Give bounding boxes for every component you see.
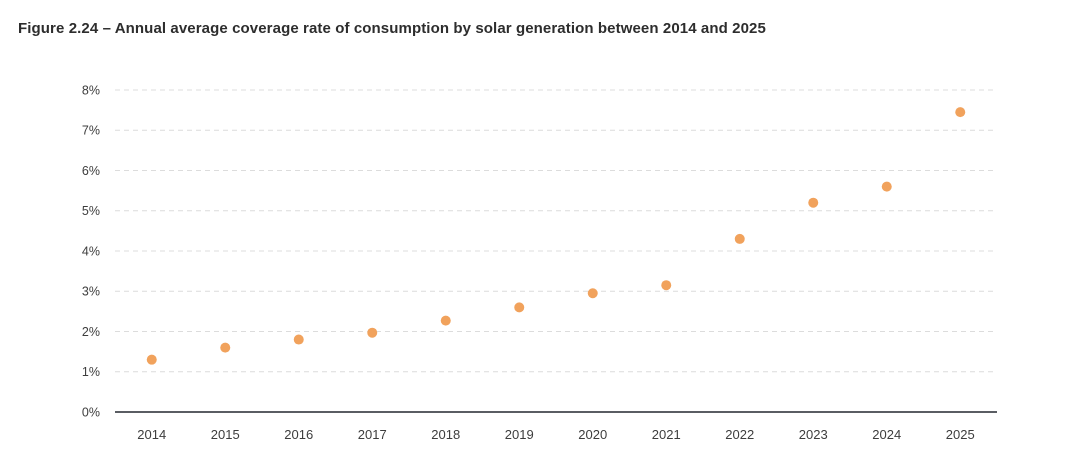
y-tick-label-4pct: 4% [82,244,100,258]
data-point-2018 [440,315,451,326]
data-point-2024 [881,181,892,192]
data-point-2019 [514,302,525,313]
data-point-2022 [734,233,745,244]
x-tick-label-2021: 2021 [652,427,681,442]
y-tick-label-2pct: 2% [82,325,100,339]
x-tick-label-2015: 2015 [211,427,240,442]
figure-title: Figure 2.24 – Annual average coverage ra… [18,20,766,37]
x-tick-label-2022: 2022 [725,427,754,442]
data-point-2023 [808,197,819,208]
x-tick-label-2019: 2019 [505,427,534,442]
data-point-2015 [220,342,231,353]
y-tick-label-3pct: 3% [82,285,100,299]
data-point-2025 [955,107,966,118]
data-point-2014 [146,354,157,365]
y-tick-label-7pct: 7% [82,124,100,138]
x-tick-label-2014: 2014 [137,427,166,442]
y-tick-label-0pct: 0% [82,405,100,419]
data-point-2016 [293,334,304,345]
x-tick-label-2018: 2018 [431,427,460,442]
x-tick-label-2023: 2023 [799,427,828,442]
x-tick-label-2017: 2017 [358,427,387,442]
y-tick-label-5pct: 5% [82,204,100,218]
data-point-2020 [587,288,598,299]
y-tick-label-8pct: 8% [82,83,100,97]
x-tick-label-2016: 2016 [284,427,313,442]
data-point-2021 [661,280,672,291]
x-tick-label-2025: 2025 [946,427,975,442]
data-point-2017 [367,327,378,338]
x-tick-label-2024: 2024 [872,427,901,442]
y-tick-label-1pct: 1% [82,365,100,379]
y-tick-label-6pct: 6% [82,164,100,178]
x-tick-label-2020: 2020 [578,427,607,442]
